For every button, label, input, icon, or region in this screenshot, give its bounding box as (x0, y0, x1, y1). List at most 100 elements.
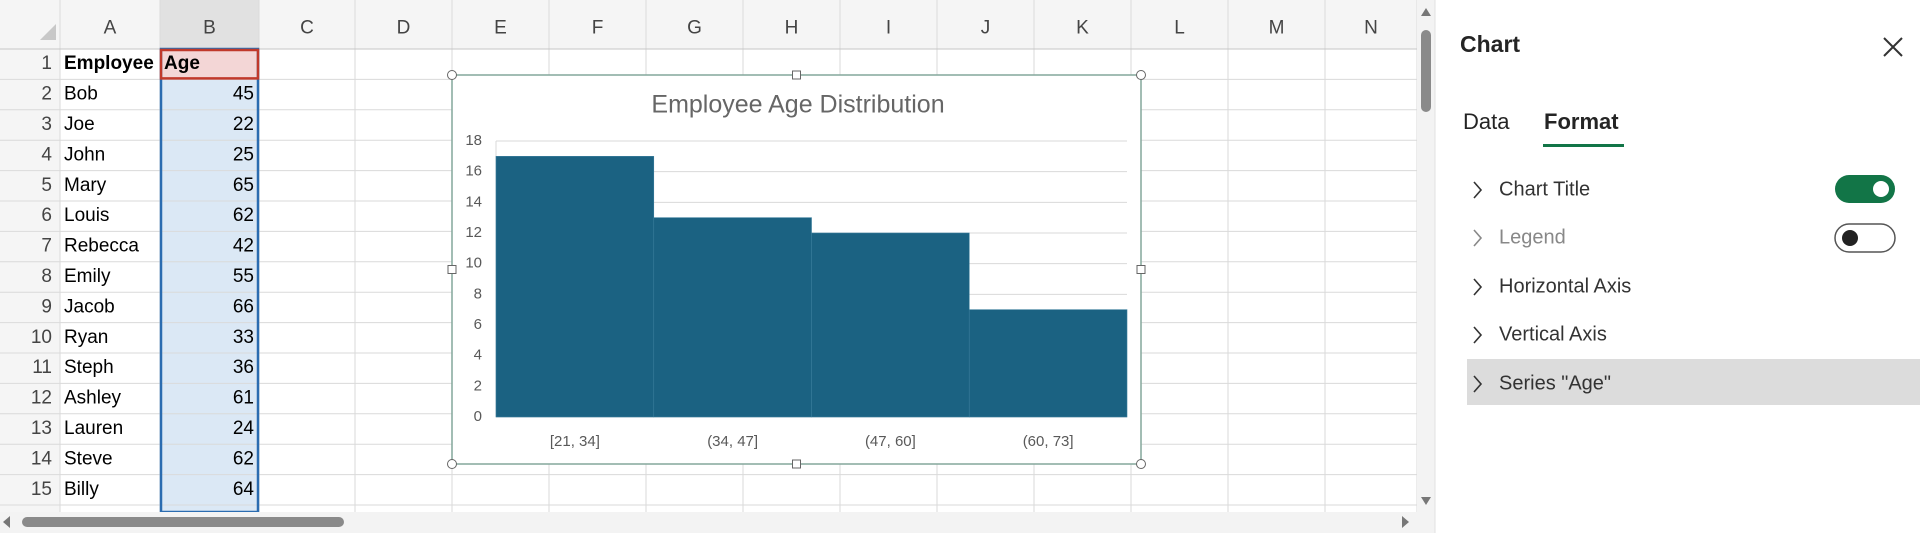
y-tick-label: 18 (465, 132, 482, 149)
cell: Age (164, 53, 200, 74)
y-tick-label: 16 (465, 163, 482, 180)
panel-tab[interactable]: Data (1463, 109, 1510, 134)
resize-handle[interactable] (792, 459, 801, 469)
vertical-scroll-thumb[interactable] (1421, 30, 1431, 112)
cell: 66 (233, 296, 254, 317)
cell: Bob (64, 84, 98, 105)
active-cell-fill (160, 49, 259, 80)
resize-handle[interactable] (447, 459, 457, 469)
x-tick-label: (34, 47] (707, 433, 758, 450)
column-header: A (104, 18, 117, 39)
column-header: K (1076, 18, 1089, 39)
cell: Ryan (64, 327, 108, 348)
cell: Louis (64, 205, 109, 226)
panel-item[interactable]: Series "Age" (1499, 372, 1611, 394)
scroll-down-arrow[interactable] (1421, 497, 1431, 505)
column-header: N (1364, 18, 1378, 39)
cell: Joe (64, 114, 95, 135)
selected-item-bg (1467, 359, 1920, 405)
x-tick-label: (47, 60] (865, 433, 916, 450)
y-tick-label: 8 (474, 285, 482, 302)
resize-handle[interactable] (447, 70, 457, 80)
bar (495, 156, 655, 418)
column-header: J (981, 18, 991, 39)
row-header: 7 (41, 236, 52, 257)
bar (968, 309, 1128, 418)
selected-column-header (160, 0, 259, 49)
close-button[interactable] (1883, 37, 1903, 57)
select-all-corner (40, 24, 56, 40)
row-header: 10 (31, 327, 52, 348)
active-tab-underline (1543, 144, 1624, 147)
row-header: 2 (41, 84, 52, 105)
cell: 65 (233, 175, 254, 196)
column-header: G (687, 18, 702, 39)
cell: 64 (233, 479, 255, 500)
cell: Rebecca (64, 236, 139, 257)
panel-title: Chart (1460, 31, 1520, 57)
resize-handle[interactable] (447, 265, 457, 274)
expand-chevron[interactable] (1473, 326, 1483, 344)
resize-handle[interactable] (1136, 459, 1146, 469)
column-header: H (785, 18, 799, 39)
column-header: F (592, 18, 604, 39)
cell: 22 (233, 114, 254, 135)
y-tick-label: 6 (474, 316, 482, 333)
cell: 42 (233, 236, 254, 257)
expand-chevron[interactable] (1473, 278, 1483, 296)
row-header: 5 (41, 175, 52, 196)
resize-handle[interactable] (792, 70, 801, 80)
x-tick-label: (60, 73] (1023, 433, 1074, 450)
column-header: C (300, 18, 314, 39)
panel-item[interactable]: Horizontal Axis (1499, 275, 1631, 297)
cell: Lauren (64, 418, 123, 439)
panel-item[interactable]: Chart Title (1499, 178, 1590, 200)
row-header: 9 (41, 296, 52, 317)
cell: 33 (233, 327, 254, 348)
cell: 61 (233, 388, 254, 409)
cell: John (64, 144, 105, 165)
row-header: 15 (31, 479, 52, 500)
horizontal-scrollbar (0, 512, 1435, 533)
row-header: 12 (31, 388, 52, 409)
panel-tab[interactable]: Format (1544, 109, 1619, 134)
cell: Jacob (64, 296, 115, 317)
bar (653, 217, 812, 418)
expand-chevron[interactable] (1473, 229, 1483, 247)
bar (811, 232, 970, 418)
panel-item[interactable]: Legend (1499, 226, 1566, 248)
column-header: D (397, 18, 411, 39)
horizontal-scroll-thumb[interactable] (22, 517, 344, 527)
cell: Billy (64, 479, 99, 500)
cell: 55 (233, 266, 254, 287)
selection-fill (160, 49, 259, 512)
row-header: 8 (41, 266, 52, 287)
vertical-scrollbar (1417, 0, 1435, 533)
cell: Employee (64, 53, 154, 74)
cell: 24 (233, 418, 255, 439)
cell: 62 (233, 448, 254, 469)
scroll-left-arrow[interactable] (3, 516, 10, 528)
row-header: 1 (41, 53, 52, 74)
resize-handle[interactable] (1136, 70, 1146, 80)
y-tick-label: 10 (465, 255, 482, 272)
cell: Steph (64, 357, 114, 378)
column-header: B (203, 18, 216, 39)
scroll-right-arrow[interactable] (1402, 516, 1409, 528)
row-header: 3 (41, 114, 52, 135)
column-header: I (886, 18, 891, 39)
column-header: L (1174, 18, 1185, 39)
cell: 36 (233, 357, 254, 378)
x-tick-label: [21, 34] (550, 433, 600, 450)
cell: Steve (64, 448, 113, 469)
expand-chevron[interactable] (1473, 375, 1483, 393)
expand-chevron[interactable] (1473, 181, 1483, 199)
y-tick-label: 4 (474, 347, 482, 364)
active-cell-border (159, 48, 260, 80)
scroll-up-arrow[interactable] (1421, 8, 1431, 16)
row-header: 6 (41, 205, 52, 226)
resize-handle[interactable] (1136, 265, 1146, 274)
panel-item[interactable]: Vertical Axis (1499, 323, 1607, 345)
y-tick-label: 12 (465, 224, 482, 241)
